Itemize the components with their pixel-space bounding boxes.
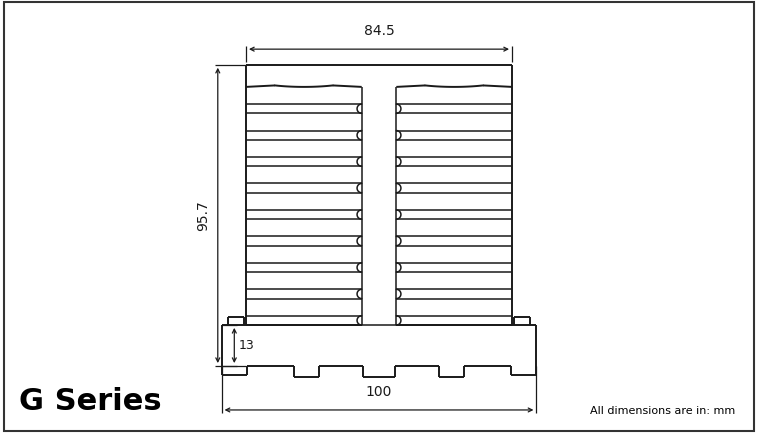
Text: 95.7: 95.7: [196, 200, 210, 231]
Text: 84.5: 84.5: [364, 24, 394, 38]
Text: All dimensions are in: mm: All dimensions are in: mm: [590, 406, 735, 416]
Text: 13: 13: [239, 339, 255, 352]
Text: 100: 100: [366, 385, 392, 399]
Text: G Series: G Series: [19, 387, 161, 416]
